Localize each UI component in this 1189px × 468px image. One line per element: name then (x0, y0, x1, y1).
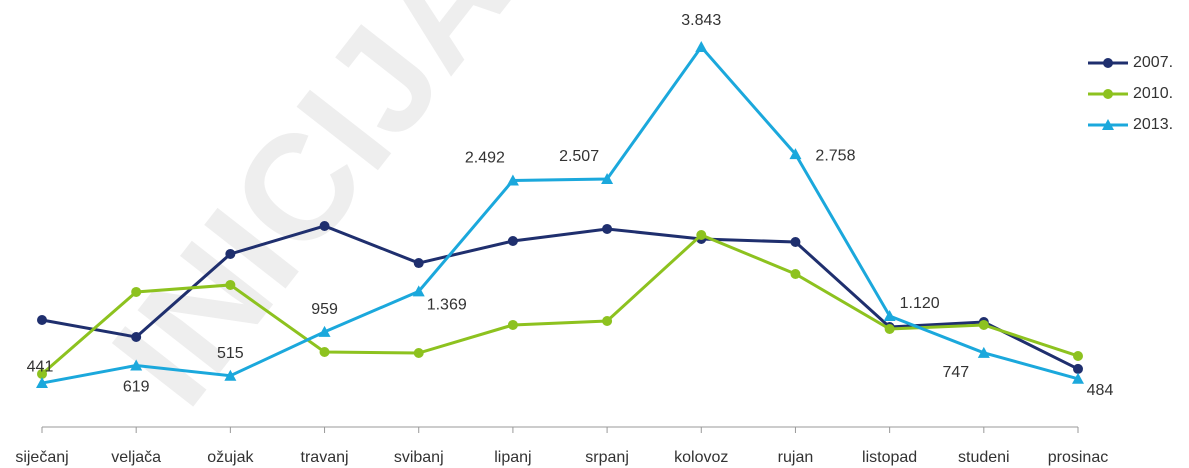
marker (507, 236, 518, 247)
data-label: 3.843 (681, 12, 721, 29)
marker (412, 285, 425, 297)
legend-label: 2007. (1133, 54, 1173, 71)
x-tick-label: ožujak (207, 449, 254, 466)
marker (224, 369, 237, 381)
data-label: 959 (311, 301, 338, 318)
marker (131, 286, 142, 297)
data-label: 2.758 (815, 147, 855, 164)
legend-marker (1102, 119, 1114, 130)
marker (225, 248, 236, 259)
data-label: 484 (1087, 382, 1114, 399)
marker (507, 319, 518, 330)
marker (978, 319, 989, 330)
x-tick-label: travanj (301, 449, 349, 466)
marker (602, 316, 613, 327)
marker (225, 279, 236, 290)
x-tick-label: listopad (862, 449, 917, 466)
marker (790, 236, 801, 247)
data-label: 2.507 (559, 148, 599, 165)
x-tick-label: lipanj (494, 449, 531, 466)
marker (696, 229, 707, 240)
x-tick-label: siječanj (15, 449, 68, 466)
data-label: 441 (27, 358, 54, 375)
marker (37, 315, 47, 326)
marker (602, 223, 613, 234)
data-label: 515 (217, 345, 244, 362)
data-label: 1.120 (900, 295, 940, 312)
marker (695, 41, 708, 53)
marker (789, 148, 802, 160)
x-tick-label: kolovoz (674, 449, 728, 466)
series-line (41, 224, 1079, 371)
data-label: 1.369 (427, 297, 467, 314)
marker (130, 359, 143, 371)
x-tick-label: svibanj (394, 449, 444, 466)
marker (506, 174, 519, 186)
legend-label: 2013. (1133, 116, 1173, 133)
marker (977, 346, 990, 358)
legend-marker (1103, 89, 1113, 99)
marker (1073, 363, 1083, 374)
marker (318, 325, 331, 337)
marker (884, 324, 895, 335)
marker (413, 348, 424, 359)
marker (319, 220, 330, 231)
data-label: 747 (942, 364, 969, 381)
series-line (41, 44, 1079, 385)
legend-label: 2010. (1133, 85, 1173, 102)
x-tick-label: rujan (778, 449, 814, 466)
marker (413, 258, 424, 269)
watermark: INICIJA (80, 0, 541, 434)
series-line (41, 233, 1079, 376)
x-tick-label: veljača (111, 449, 161, 466)
legend-marker (1103, 58, 1113, 68)
data-label: 2.492 (465, 150, 505, 167)
marker (1072, 372, 1084, 384)
x-tick-label: srpanj (585, 449, 629, 466)
data-label: 619 (123, 379, 150, 396)
marker (1073, 350, 1083, 361)
marker (36, 377, 48, 389)
marker (319, 347, 330, 358)
marker (790, 268, 801, 279)
x-tick-label: prosinac (1048, 449, 1108, 466)
marker (601, 172, 614, 184)
marker (131, 332, 142, 343)
marker (37, 368, 47, 379)
x-tick-label: studeni (958, 449, 1010, 466)
marker (883, 309, 896, 321)
